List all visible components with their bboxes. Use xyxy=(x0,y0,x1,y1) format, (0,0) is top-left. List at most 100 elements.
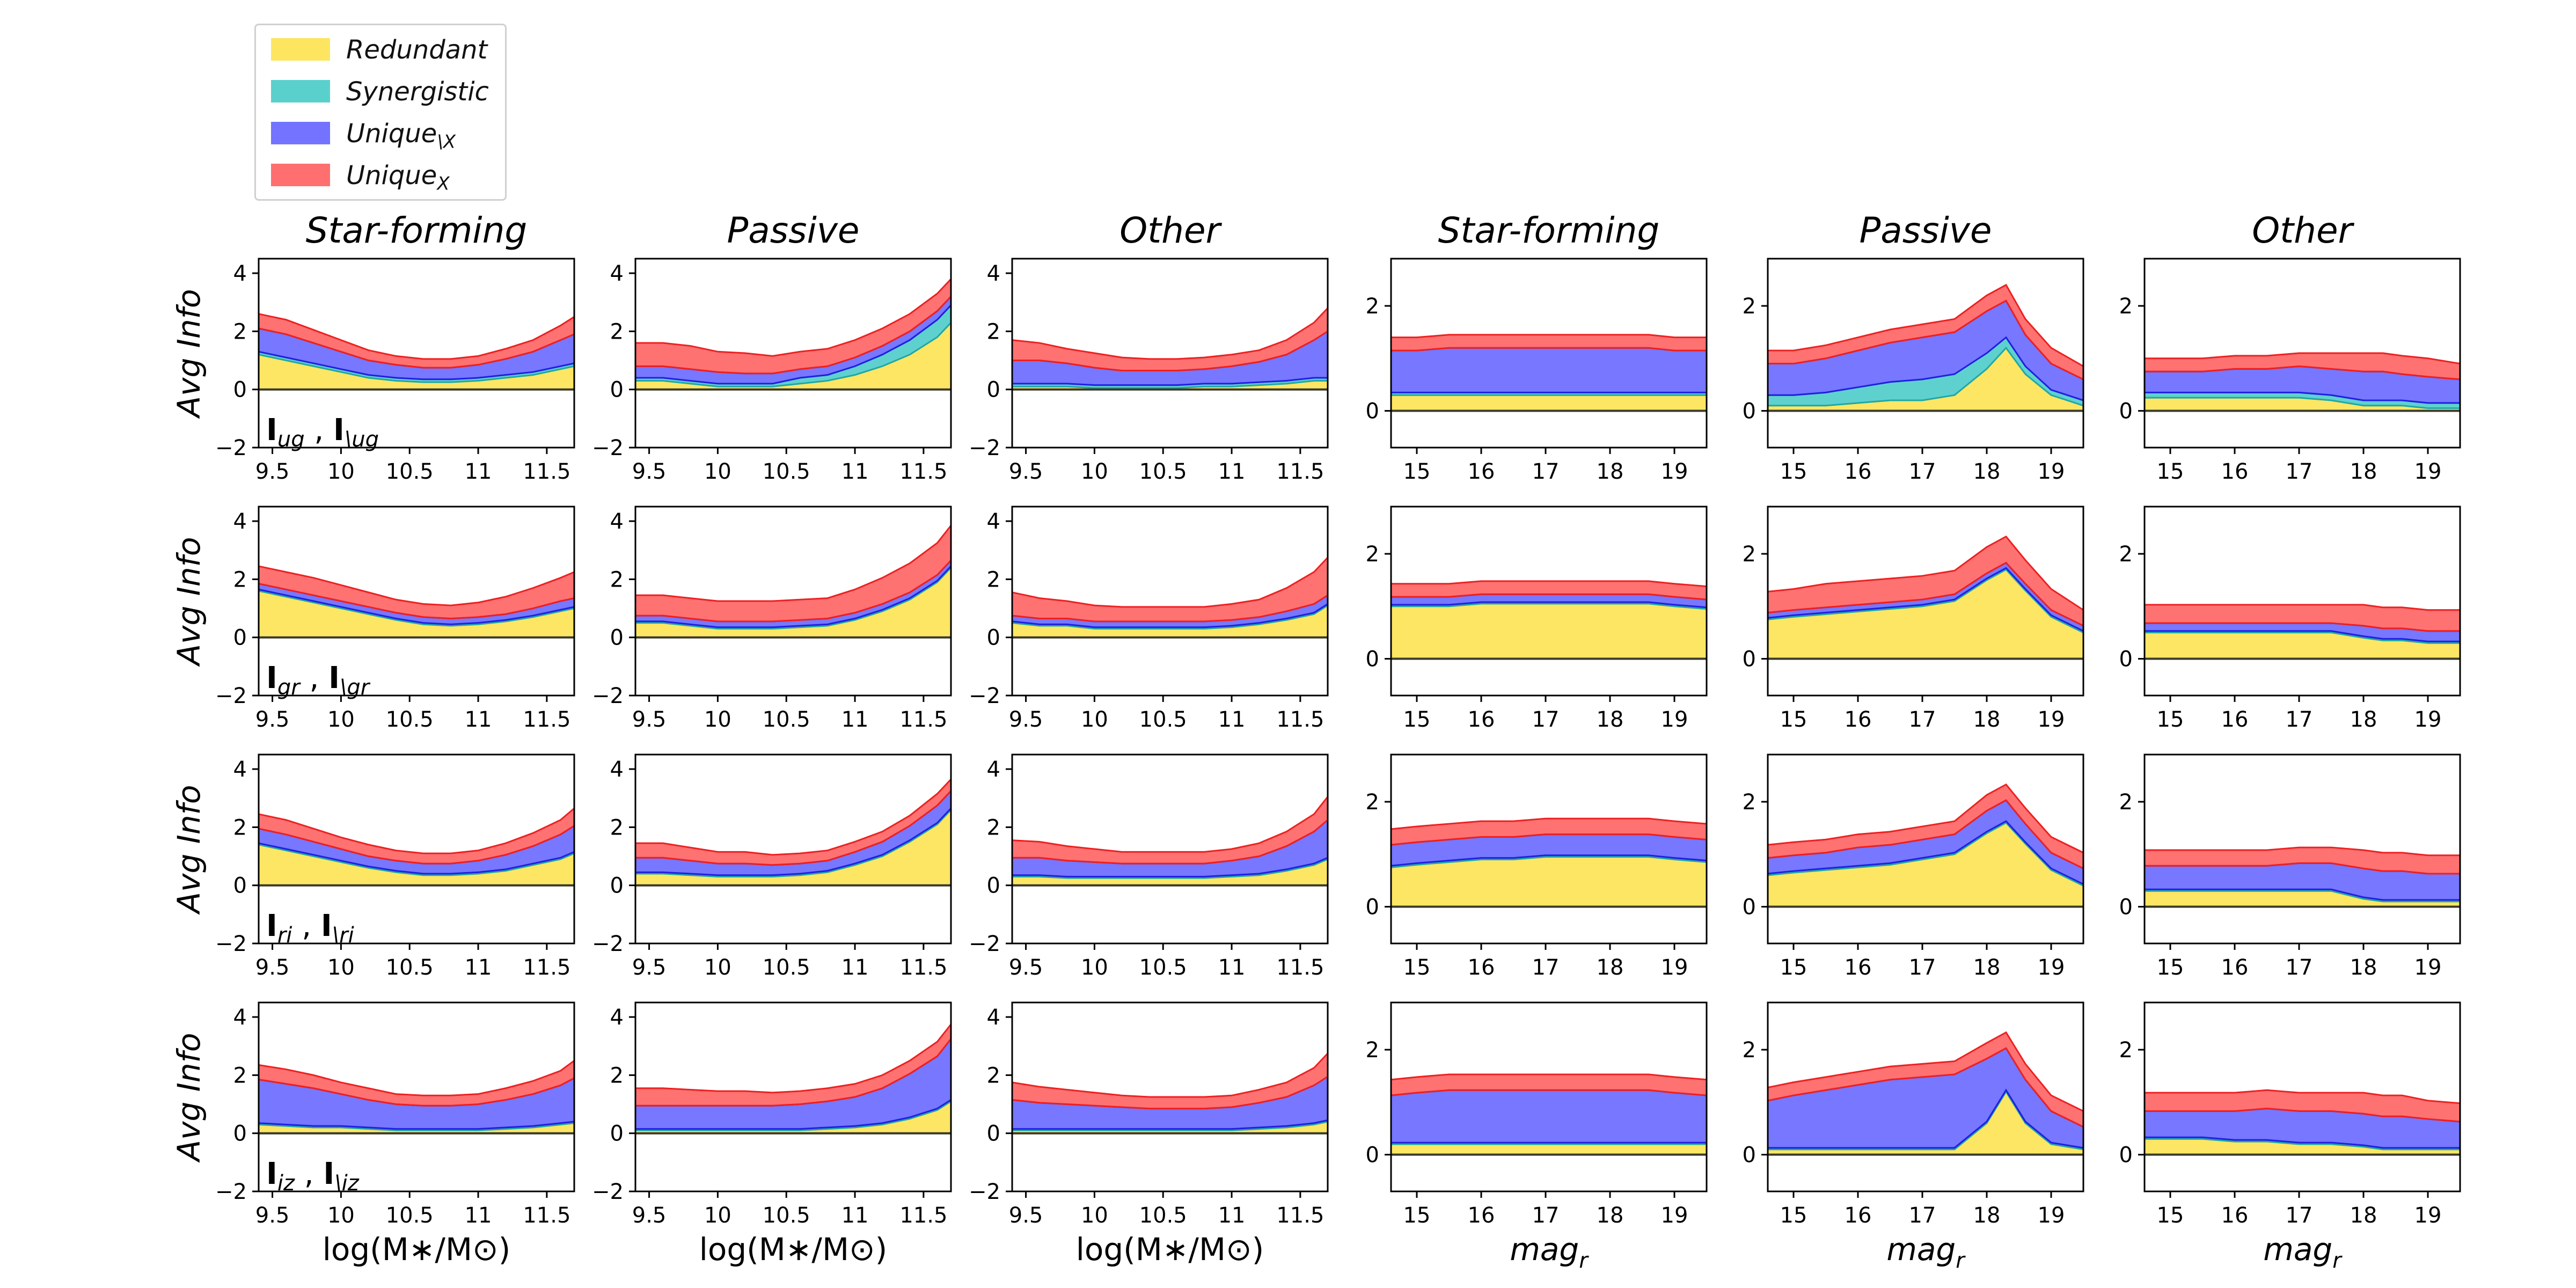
panel-area-group xyxy=(2145,604,2460,660)
y-tick-label: −2 xyxy=(592,436,624,460)
panel-frame xyxy=(1390,506,1708,697)
x-tick-label: 9.5 xyxy=(255,459,290,484)
y-tick-label: 0 xyxy=(610,626,624,650)
x-tick-label: 19 xyxy=(1661,1203,1688,1228)
y-tick-label: 2 xyxy=(2119,1038,2133,1063)
x-tick-label: 17 xyxy=(1909,707,1936,732)
x-tick-label: 19 xyxy=(1661,459,1688,484)
x-tick-label: 11 xyxy=(841,459,869,484)
pair-label-part: \ri xyxy=(332,923,354,948)
x-tick-label: 15 xyxy=(2157,955,2184,980)
y-tick-label: 2 xyxy=(987,815,1000,840)
y-axis-label: Avg Info xyxy=(171,537,207,667)
x-tick-label: 10.5 xyxy=(386,459,434,484)
y-tick-label: 4 xyxy=(610,757,624,782)
panel-frame xyxy=(2143,506,2461,697)
panel-frame xyxy=(634,258,952,449)
y-tick-label: −2 xyxy=(592,684,624,708)
panel-ug-mass-0: 9.5 10 10.5 11 11.5 −2 0 2 4 Star-forming Avg Info… xyxy=(171,210,575,484)
panel-area-group xyxy=(259,1059,574,1135)
x-tick-label: 19 xyxy=(1661,707,1688,732)
panel-frame xyxy=(258,753,575,945)
pair-label-part: I xyxy=(333,413,345,448)
x-tick-label: 15 xyxy=(2157,1203,2184,1228)
y-tick-label: 0 xyxy=(233,626,247,650)
y-tick-label: 2 xyxy=(1366,542,1379,567)
y-axis-label: Avg Info xyxy=(171,1033,207,1163)
panel-gr-mag-5: 15 16 17 18 19 0 2 xyxy=(2119,506,2461,732)
x-tick-label: 11 xyxy=(465,955,492,980)
x-tick-label: 10.5 xyxy=(763,955,810,980)
panel-frame xyxy=(2143,753,2461,945)
y-axis-label: Avg Info xyxy=(171,785,207,915)
panel-area-group xyxy=(1391,1073,1707,1156)
y-tick-label: 4 xyxy=(987,509,1000,534)
panel-gr-mass-2: 9.5 10 10.5 11 11.5 −2 0 2 4 xyxy=(969,506,1329,732)
x-tick-label: 9.5 xyxy=(632,459,667,484)
x-tick-label: 11 xyxy=(1218,955,1246,980)
panel-area-group xyxy=(2145,352,2460,412)
panel-frame xyxy=(1390,1001,1708,1192)
panel-iz-mag-3: 15 16 17 18 19 0 2 magr xyxy=(1366,1001,1708,1273)
pair-label-part: \iz xyxy=(334,1171,360,1196)
x-tick-label: 11 xyxy=(841,955,869,980)
series-unique_X-area xyxy=(259,807,574,865)
y-tick-label: 0 xyxy=(610,1122,624,1146)
x-tick-label: 18 xyxy=(2350,955,2377,980)
y-tick-label: 2 xyxy=(233,319,247,344)
x-tick-label: 9.5 xyxy=(632,1203,667,1228)
series-unique_X-area xyxy=(1768,1031,2083,1128)
x-tick-label: 9.5 xyxy=(1009,1203,1043,1228)
x-tick-label: 15 xyxy=(1780,707,1807,732)
y-tick-label: 0 xyxy=(233,378,247,402)
series-unique_notX-area xyxy=(1391,1089,1707,1144)
x-tick-label: 17 xyxy=(2286,955,2313,980)
y-tick-label: 2 xyxy=(1743,542,1756,567)
y-tick-label: 4 xyxy=(233,1005,247,1030)
panel-frame xyxy=(1011,753,1329,945)
panel-ri-mag-4: 15 16 17 18 19 0 2 xyxy=(1743,753,2084,980)
x-tick-label: 15 xyxy=(1780,1203,1807,1228)
pair-label-part: ri xyxy=(277,923,292,948)
x-tick-label: 10.5 xyxy=(763,707,810,732)
x-tick-label: 19 xyxy=(2038,1203,2065,1228)
panel-ug-mass-1: 9.5 10 10.5 11 11.5 −2 0 2 4 Passive xyxy=(592,210,952,484)
y-tick-label: 2 xyxy=(987,1063,1000,1088)
panel-area-group xyxy=(1768,1031,2083,1156)
panel-ug-mass-2: 9.5 10 10.5 11 11.5 −2 0 2 4 Other xyxy=(969,210,1329,484)
y-tick-label: 0 xyxy=(987,874,1000,898)
x-tick-label: 10 xyxy=(327,1203,355,1228)
y-tick-label: 4 xyxy=(987,757,1000,782)
y-tick-label: −2 xyxy=(969,684,1000,708)
panel-area-group xyxy=(1012,556,1328,639)
x-tick-label: 15 xyxy=(2157,459,2184,484)
series-unique_X-area xyxy=(259,1059,574,1107)
column-title: Other xyxy=(2252,210,2354,251)
y-tick-label: 0 xyxy=(1366,647,1379,672)
panel-ug-mag-5: 15 16 17 18 19 0 2 Other xyxy=(2119,210,2461,484)
x-tick-label: 19 xyxy=(1661,955,1688,980)
x-tick-label: 19 xyxy=(2414,707,2442,732)
x-tick-label: 16 xyxy=(1845,707,1872,732)
x-tick-label: 17 xyxy=(1532,707,1560,732)
pair-label-part: , xyxy=(305,413,333,448)
x-axis-label: log(M∗/M⊙) xyxy=(323,1231,511,1268)
x-tick-label: 16 xyxy=(2221,1203,2249,1228)
x-tick-label: 17 xyxy=(1909,1203,1936,1228)
y-tick-label: 0 xyxy=(1743,1143,1756,1168)
y-tick-label: 4 xyxy=(610,1005,624,1030)
series-unique_X-area xyxy=(1768,283,2083,380)
x-tick-label: 18 xyxy=(1973,707,2001,732)
panel-frame xyxy=(258,506,575,697)
x-axis-label-sub: r xyxy=(2332,1248,2343,1273)
x-tick-label: 11.5 xyxy=(1276,707,1324,732)
x-tick-label: 10 xyxy=(704,459,731,484)
y-tick-label: −2 xyxy=(215,684,247,708)
panel-iz-mass-0: 9.5 10 10.5 11 11.5 −2 0 2 4 log(M∗/M⊙) Avg Info Ii… xyxy=(171,1001,575,1268)
panel-iz-mag-4: 15 16 17 18 19 0 2 magr xyxy=(1743,1001,2084,1273)
column-title: Passive xyxy=(727,210,859,251)
y-tick-label: 0 xyxy=(2119,399,2133,424)
panel-area-group xyxy=(1768,283,2083,412)
x-tick-label: 9.5 xyxy=(1009,707,1043,732)
